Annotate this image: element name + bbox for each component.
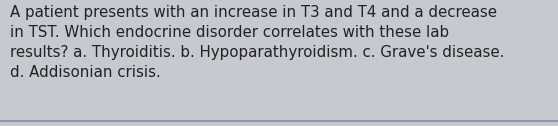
Text: A patient presents with an increase in T3 and T4 and a decrease
in TST. Which en: A patient presents with an increase in T… xyxy=(10,5,504,80)
